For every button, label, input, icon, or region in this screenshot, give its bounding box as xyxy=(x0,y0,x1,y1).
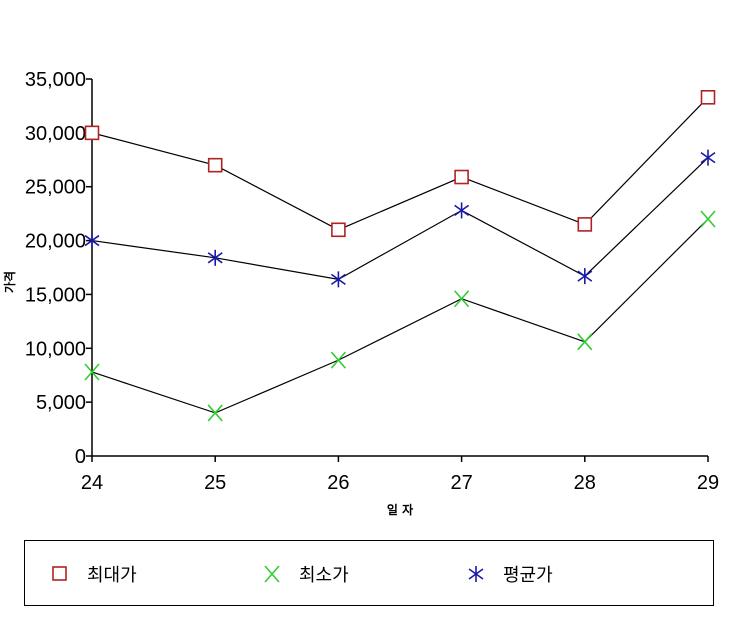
y-tick-label: 25,000 xyxy=(25,177,86,199)
data-point-square xyxy=(454,169,469,185)
data-point-square xyxy=(331,222,346,238)
y-tick-label: 30,000 xyxy=(25,123,86,145)
x-tick-label: 28 xyxy=(574,472,596,494)
data-point-square xyxy=(700,90,716,105)
line-chart: 0 5,000 10,000 15,000 20,000 25,000 30,000 35,0… xyxy=(2,69,719,517)
series-lines xyxy=(91,96,709,414)
legend: 최대가 최소가 평균가 xyxy=(24,540,714,606)
data-point-x xyxy=(330,351,347,369)
data-point-asterisk xyxy=(454,202,470,219)
y-tick-label: 5,000 xyxy=(36,392,86,414)
y-axis-ticks: 0 5,000 10,000 15,000 20,000 25,000 30,000 35,0… xyxy=(25,69,92,468)
data-point-asterisk xyxy=(330,271,346,288)
data-point-square xyxy=(577,217,593,232)
data-point-x xyxy=(700,210,716,228)
x-tick-label: 29 xyxy=(697,472,719,494)
data-point-x xyxy=(577,333,593,351)
x-tick-label: 27 xyxy=(450,472,472,494)
x-axis-ticks: 24 25 26 27 28 29 xyxy=(81,456,719,494)
y-axis-title: 가격 xyxy=(2,271,17,293)
y-tick-label: 10,000 xyxy=(25,338,86,360)
x-marker-icon xyxy=(264,565,280,583)
legend-item-avg: 평균가 xyxy=(465,561,553,587)
legend-label-avg: 평균가 xyxy=(503,565,553,586)
data-point-x xyxy=(207,404,223,422)
x-tick-label: 24 xyxy=(81,472,103,494)
series-line xyxy=(91,157,709,280)
series-line xyxy=(91,96,709,231)
legend-item-max: 최대가 xyxy=(49,561,137,587)
asterisk-marker-icon xyxy=(468,566,484,582)
x-tick-label: 26 xyxy=(327,472,349,494)
legend-label-min: 최소가 xyxy=(299,565,349,586)
data-point-x xyxy=(453,290,470,308)
data-point-asterisk xyxy=(84,232,100,249)
y-tick-label: 0 xyxy=(75,446,86,468)
legend-item-min: 최소가 xyxy=(261,561,349,587)
x-tick-label: 25 xyxy=(204,472,226,494)
y-tick-label: 15,000 xyxy=(25,284,86,306)
square-marker-icon xyxy=(52,566,67,581)
data-point-asterisk xyxy=(207,249,223,266)
data-point-asterisk xyxy=(577,268,593,285)
data-point-asterisk xyxy=(700,149,716,166)
series-markers xyxy=(84,90,716,422)
y-tick-label: 35,000 xyxy=(25,69,86,91)
data-point-square xyxy=(84,125,100,141)
series-line xyxy=(91,218,709,414)
data-point-square xyxy=(207,157,223,173)
legend-label-max: 최대가 xyxy=(87,565,137,586)
x-axis-title: 일 자 xyxy=(387,502,413,517)
data-point-x xyxy=(84,363,100,381)
y-tick-label: 20,000 xyxy=(25,231,86,253)
